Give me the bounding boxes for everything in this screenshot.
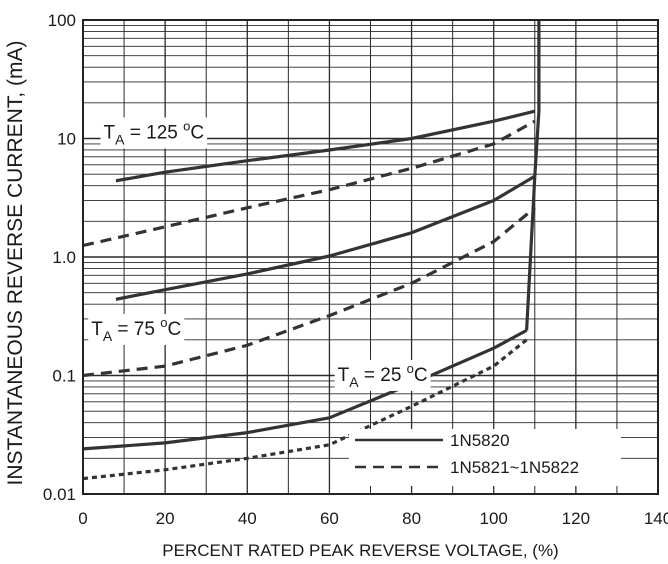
breakdown-line [525,20,541,331]
temperature-label-part: o [160,315,167,330]
temperature-label-part: o [407,361,414,376]
x-tick-label: 100 [480,509,508,528]
x-tick-label: 60 [320,509,339,528]
temperature-label-part: = 125 [124,123,183,144]
x-tick-label: 140 [644,509,668,528]
x-tick-label: 80 [402,509,421,528]
annotation-background [88,313,185,345]
series-1n5821-25c [82,338,528,481]
annotation-background [334,359,431,391]
temperature-label-part: T [338,365,350,386]
temperature-label-part: A [103,328,113,344]
y-tick-label: 0.01 [43,485,76,504]
y-tick-label: 100 [48,11,76,30]
legend-label: 1N5820 [450,431,510,450]
series-1n5820-25c [82,328,528,451]
temperature-label-part: C [167,319,181,340]
y-tick-label: 0.1 [52,367,76,386]
temperature-label-part: A [115,132,125,148]
x-axis-label: PERCENT RATED PEAK REVERSE VOLTAGE, (%) [162,541,558,560]
x-tick-label: 120 [562,509,590,528]
temperature-annotation: TA = 25 oC [334,359,431,391]
temperature-label-part: T [104,123,116,144]
temperature-label-part: o [183,119,190,134]
legend-label: 1N5821~1N5822 [450,458,579,477]
temperature-annotation: TA = 75 oC [88,313,185,345]
temperature-label-part: = 25 [359,365,407,386]
y-axis-label: INSTANTANEOUS REVERSE CURRENT, (mA) [4,41,27,486]
series-1n5821-75c [82,206,536,378]
temperature-label-part: C [414,365,428,386]
y-tick-label: 1.0 [52,248,76,267]
x-tick-label: 20 [156,509,175,528]
temperature-label: TA = 75 oC [91,315,181,344]
temperature-label-part: T [91,319,103,340]
temperature-label-part: A [349,374,359,390]
temperature-label-part: C [190,123,204,144]
temperature-label: TA = 25 oC [338,361,428,390]
series-1n5820-75c [115,174,536,301]
temperature-label-part: = 75 [112,319,160,340]
grid [82,20,659,495]
series-1n5821-125c [82,119,536,248]
series-group [82,20,541,481]
legend: 1N5820 1N5821~1N5822 [349,429,621,486]
temperature-label: TA = 125 oC [104,119,205,148]
x-tick-label: 0 [78,509,87,528]
legend-background [349,429,621,486]
temperature-annotation: TA = 125 oC [100,117,208,149]
x-tick-label: 40 [238,509,257,528]
tick-labels: 0 20 40 60 80 100 120 140 0.01 0.1 1.0 10 100 [43,11,668,528]
y-tick-label: 10 [57,130,76,149]
plot-frame [82,19,659,495]
annotation-background [100,117,208,149]
series-1n5820-125c [115,109,536,183]
